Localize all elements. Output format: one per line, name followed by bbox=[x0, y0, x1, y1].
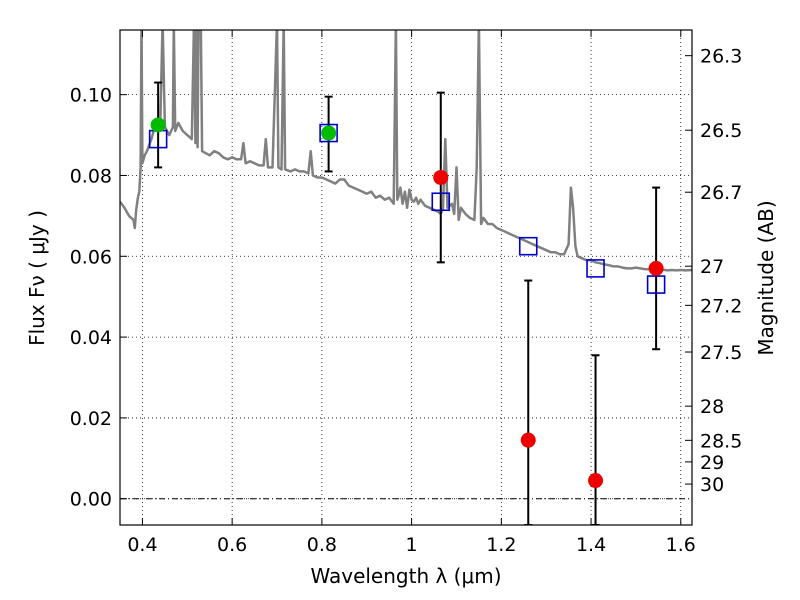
y-tick-label: 0.06 bbox=[70, 246, 112, 268]
x-tick-label: 0.4 bbox=[127, 534, 157, 556]
x-tick-label: 0.6 bbox=[217, 534, 247, 556]
magnitude-tick-label: 28.5 bbox=[700, 430, 742, 452]
red-point bbox=[433, 169, 449, 185]
y-tick-label: 0.04 bbox=[70, 327, 112, 349]
observed-photometry bbox=[150, 117, 664, 489]
model-square bbox=[431, 192, 451, 212]
model-square bbox=[586, 259, 605, 278]
grid-lines bbox=[120, 30, 692, 525]
y-tick-label: 0.02 bbox=[70, 408, 112, 430]
x-tick-label: 1.4 bbox=[576, 534, 606, 556]
plot-area bbox=[120, 30, 692, 525]
magnitude-tick-label: 30 bbox=[700, 474, 724, 496]
y-axis-label-right: Magnitude (AB) bbox=[754, 200, 778, 355]
magnitude-tick-label: 28 bbox=[700, 396, 724, 418]
magnitude-tick-label: 27.5 bbox=[700, 342, 742, 364]
y-tick-label: 0.10 bbox=[70, 85, 112, 107]
red-point bbox=[588, 473, 604, 489]
plot-background bbox=[120, 30, 692, 525]
x-tick-labels: 0.4 0.6 0.8 1 1.2 1.4 1.6 bbox=[127, 534, 696, 556]
y-tick-label: 0.00 bbox=[70, 489, 112, 511]
x-tick-label: 1.6 bbox=[666, 534, 696, 556]
y-tick-labels: 0.00 0.02 0.04 0.06 0.08 0.10 bbox=[70, 85, 112, 511]
plot-frame bbox=[119, 29, 693, 526]
x-tick-label: 1.2 bbox=[486, 534, 516, 556]
red-point bbox=[520, 432, 536, 448]
magnitude-tick-label: 27.2 bbox=[700, 295, 742, 317]
magnitude-tick-label: 26.7 bbox=[700, 182, 742, 204]
x-axis-label: Wavelength λ (μm) bbox=[310, 564, 501, 588]
x-tick-label: 1 bbox=[406, 534, 418, 556]
magnitude-tick-label: 27 bbox=[700, 256, 724, 278]
magnitude-tick-label: 29 bbox=[700, 452, 724, 474]
y-axis-label: Flux Fν ( μJy ) bbox=[25, 210, 49, 346]
y-tick-label: 0.08 bbox=[70, 165, 112, 187]
spectrum-line bbox=[120, 30, 692, 272]
model-square bbox=[646, 275, 666, 294]
green-point bbox=[150, 117, 166, 133]
red-point bbox=[648, 260, 664, 276]
model-square bbox=[518, 236, 538, 256]
magnitude-tick-label: 26.5 bbox=[700, 120, 742, 142]
x-tick-label: 0.8 bbox=[307, 534, 337, 556]
axis-ticks bbox=[120, 30, 692, 525]
magnitude-tick-label: 26.3 bbox=[700, 46, 742, 68]
model-square bbox=[319, 123, 338, 143]
green-point bbox=[321, 125, 337, 141]
